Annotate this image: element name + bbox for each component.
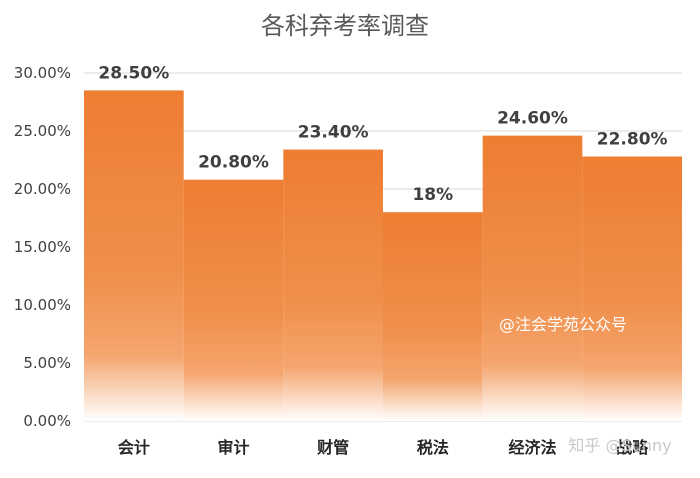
y-tick-label: 10.00% xyxy=(14,296,71,314)
watermark-text: @注会学苑公众号 xyxy=(499,315,627,334)
bar xyxy=(283,149,383,421)
y-tick-label: 5.00% xyxy=(23,354,71,372)
bar xyxy=(84,90,184,422)
bar xyxy=(582,156,682,421)
x-axis-ticks: 会计 审计 财管 税法 经济法 战略 xyxy=(118,438,649,457)
bars xyxy=(84,90,682,422)
y-tick-label: 25.00% xyxy=(14,122,71,140)
y-tick-label: 0.00% xyxy=(23,412,71,430)
x-tick-label: 会计 xyxy=(118,438,150,457)
x-tick-label: 税法 xyxy=(417,438,449,457)
data-label: 24.60% xyxy=(497,109,568,129)
y-tick-label: 15.00% xyxy=(14,238,71,256)
zhihu-watermark: 知乎 @Sunny xyxy=(568,436,671,455)
bar xyxy=(482,135,583,421)
y-tick-label: 20.00% xyxy=(14,180,71,198)
x-tick-label: 审计 xyxy=(217,438,249,457)
data-label: 23.40% xyxy=(298,123,369,143)
bar xyxy=(383,212,483,421)
bar xyxy=(183,179,284,421)
x-tick-label: 战略 xyxy=(616,438,649,457)
data-labels: 28.50% 20.80% 23.40% 18% 24.60% 22.80% xyxy=(98,63,667,205)
data-label: 20.80% xyxy=(198,153,269,173)
y-tick-label: 30.00% xyxy=(14,64,71,82)
x-tick-label: 财管 xyxy=(316,438,349,457)
y-axis-ticks: 0.00% 5.00% 10.00% 15.00% 20.00% 25.00% 30.00% xyxy=(14,64,71,430)
data-label: 28.50% xyxy=(98,63,169,83)
x-tick-label: 经济法 xyxy=(508,438,556,457)
chart-title: 各科弃考率调查 xyxy=(261,12,429,40)
data-label: 18% xyxy=(412,185,453,205)
data-label: 22.80% xyxy=(597,130,668,150)
